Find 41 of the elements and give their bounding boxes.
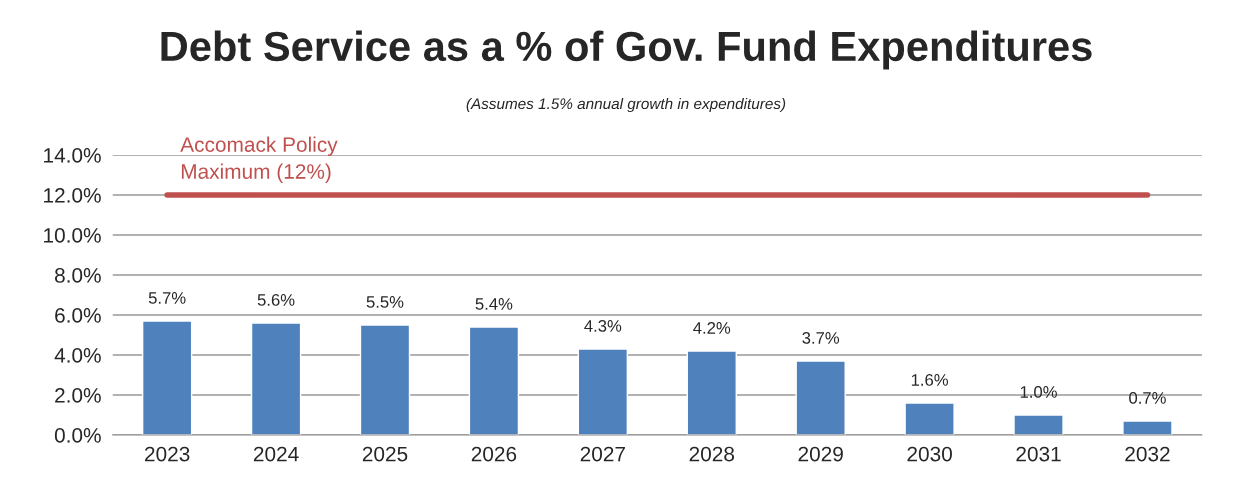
x-tick-label: 2024	[253, 446, 299, 462]
y-tick-label: 8.0%	[54, 268, 101, 283]
chart-title: Debt Service as a % of Gov. Fund Expenditures	[161, 30, 1092, 70]
data-label: 5.6%	[257, 294, 295, 306]
bar	[577, 348, 629, 435]
x-tick-label: 2031	[1016, 446, 1061, 462]
data-label: 1.0%	[1020, 386, 1057, 398]
data-label: 3.7%	[802, 332, 840, 344]
y-tick-label: 12.0%	[44, 188, 101, 203]
y-tick-label: 10.0%	[44, 228, 101, 243]
bar	[1013, 414, 1064, 435]
x-tick-label: 2026	[471, 446, 517, 462]
bar	[686, 350, 737, 435]
x-tick-label: 2029	[798, 446, 843, 462]
bar	[468, 326, 520, 435]
bar	[1122, 420, 1173, 435]
bar	[359, 324, 411, 435]
bar	[250, 322, 302, 435]
x-tick-label: 2028	[689, 446, 735, 462]
y-tick-label: 2.0%	[55, 388, 101, 403]
data-label: 4.2%	[693, 322, 731, 334]
data-label: 4.3%	[584, 320, 622, 332]
series-label: Accomack Policy Maximum (12%)	[180, 136, 338, 183]
y-tick-label: 14.0%	[44, 148, 101, 163]
data-label: 5.4%	[475, 298, 513, 310]
x-tick-label: 2023	[145, 446, 190, 462]
data-label: 5.7%	[148, 292, 186, 304]
bar	[141, 320, 193, 435]
data-label: 0.7%	[1129, 392, 1166, 404]
x-tick-label: 2030	[907, 446, 952, 462]
y-tick-label: 4.0%	[54, 348, 101, 363]
chart-subtitle: (Assumes 1.5% annual growth in expenditures)	[466, 97, 786, 113]
y-tick-label: 0.0%	[54, 428, 101, 443]
x-tick-label: 2032	[1125, 446, 1170, 462]
bar	[795, 360, 846, 435]
data-label: 1.6%	[911, 374, 949, 386]
data-label: 5.5%	[366, 296, 404, 308]
bar	[904, 402, 955, 435]
x-tick-label: 2025	[362, 446, 408, 462]
x-tick-label: 2027	[580, 446, 625, 462]
y-tick-label: 6.0%	[55, 308, 101, 323]
